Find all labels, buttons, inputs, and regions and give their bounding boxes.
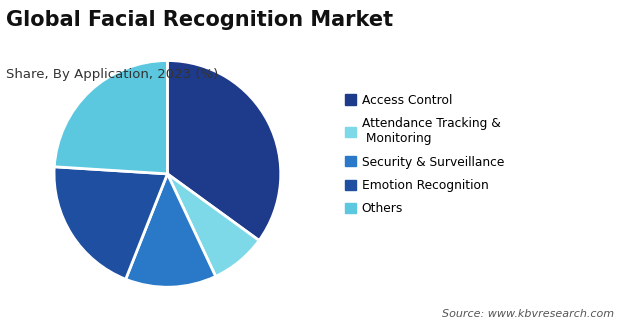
- Wedge shape: [54, 167, 167, 279]
- Legend: Access Control, Attendance Tracking &
 Monitoring, Security & Surveillance, Emot: Access Control, Attendance Tracking & Mo…: [341, 90, 508, 219]
- Wedge shape: [167, 174, 259, 276]
- Wedge shape: [55, 61, 167, 174]
- Text: Source: www.kbvresearch.com: Source: www.kbvresearch.com: [441, 309, 614, 319]
- Wedge shape: [167, 61, 281, 241]
- Text: Share, By Application, 2023 (%): Share, By Application, 2023 (%): [6, 68, 218, 80]
- Text: Global Facial Recognition Market: Global Facial Recognition Market: [6, 10, 393, 30]
- Wedge shape: [126, 174, 216, 287]
